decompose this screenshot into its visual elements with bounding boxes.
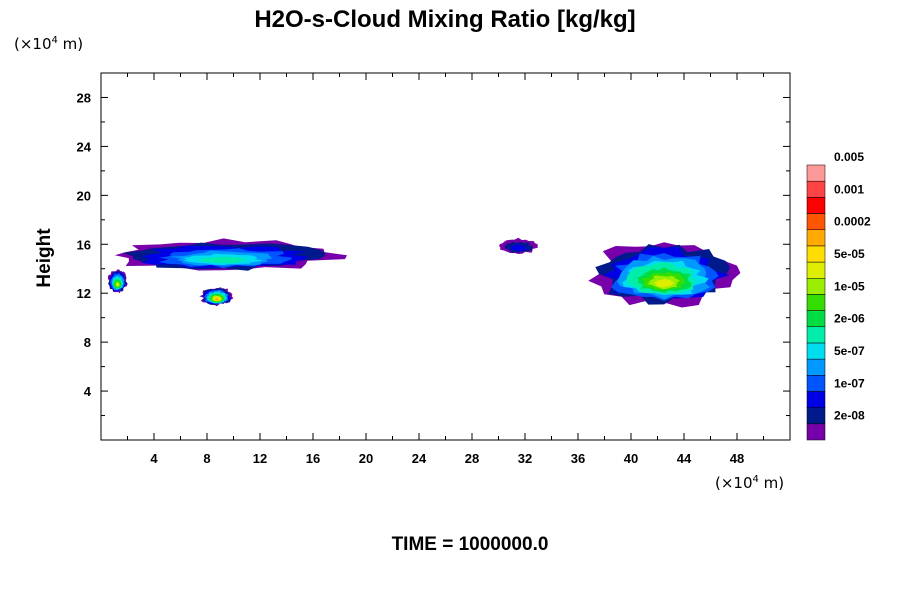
colorbar-label: 0.005 xyxy=(834,150,864,164)
y-tick-label: 20 xyxy=(77,188,91,203)
colorbar-swatch xyxy=(806,229,826,247)
colorbar-swatch xyxy=(806,342,826,360)
colorbar-label: 1e-05 xyxy=(834,279,865,293)
colorbar-swatch xyxy=(806,164,826,182)
colorbar-label: 1e-07 xyxy=(834,376,865,390)
colorbar-swatch xyxy=(806,294,826,311)
cloud-feature-cloud-layer-east xyxy=(588,242,741,308)
x-axis: 4 8 12 16 20 24 28 32 36 40 44 48 xyxy=(127,73,764,466)
x-tick-label: 48 xyxy=(730,451,744,466)
colorbar-label: 0.0002 xyxy=(834,215,871,229)
y-tick-label: 4 xyxy=(84,384,92,399)
x-tick-label: 36 xyxy=(571,451,585,466)
y-axis-title: Height xyxy=(34,228,55,288)
cloud-contour-level xyxy=(654,278,675,288)
y-unit-suffix: m) xyxy=(58,35,83,53)
cloud-contour-level xyxy=(510,244,527,252)
colorbar-swatch xyxy=(806,391,826,408)
x-tick-label: 20 xyxy=(359,451,373,466)
cloud-field xyxy=(107,237,741,308)
colorbar-label: 5e-05 xyxy=(834,247,865,261)
x-unit-prefix: (×10 xyxy=(715,474,753,492)
y-tick-label: 12 xyxy=(77,286,91,301)
colorbar-swatch xyxy=(806,375,826,392)
cloud-feature-lower-cloud-patch-mid xyxy=(199,287,234,307)
colorbar-swatch xyxy=(806,197,826,214)
colorbar-label: 2e-06 xyxy=(834,312,865,326)
y-unit-label: (×104 m) xyxy=(14,35,83,53)
y-axis: 4 8 12 16 20 24 28 xyxy=(77,90,790,417)
colorbar-swatch xyxy=(806,277,826,295)
cloud-feature-lower-cloud-patch-west xyxy=(107,269,128,294)
colorbar-swatch xyxy=(806,310,826,328)
chart-title: H2O-s-Cloud Mixing Ratio [kg/kg] xyxy=(254,6,635,33)
colorbar-label: 0.001 xyxy=(834,182,864,196)
y-tick-label: 16 xyxy=(77,237,91,252)
colorbar-swatch xyxy=(806,326,826,344)
x-unit-suffix: m) xyxy=(759,474,784,492)
colorbar-label: 5e-07 xyxy=(834,344,865,358)
cloud-contour-level xyxy=(215,298,219,301)
y-unit-exponent: 4 xyxy=(52,35,58,46)
x-unit-label: (×104 m) xyxy=(715,474,784,492)
cloud-contour-level xyxy=(198,256,248,264)
cloud-feature-cloud-patch-32 xyxy=(499,237,538,254)
x-tick-label: 32 xyxy=(518,451,532,466)
x-tick-label: 28 xyxy=(465,451,479,466)
colorbar-swatch xyxy=(806,423,826,441)
cloud-feature-upper-cloud-layer-west xyxy=(114,238,347,271)
colorbar-swatch xyxy=(806,261,826,279)
colorbar-legend: 2e-08 1e-07 5e-07 2e-06 1e-05 5e-05 0.0002 0.00… xyxy=(806,150,871,441)
colorbar-swatch xyxy=(806,358,826,376)
x-tick-label: 16 xyxy=(306,451,320,466)
y-tick-label: 8 xyxy=(84,335,91,350)
x-tick-label: 8 xyxy=(203,451,210,466)
time-footer: TIME = 1000000.0 xyxy=(392,534,549,555)
cloud-contour-level xyxy=(116,283,119,287)
y-tick-label: 28 xyxy=(77,90,91,105)
colorbar-swatch xyxy=(806,180,826,198)
colorbar-swatch xyxy=(806,213,826,230)
x-tick-label: 24 xyxy=(412,451,427,466)
colorbar-swatch xyxy=(806,245,826,263)
plot-area xyxy=(100,72,791,441)
x-tick-label: 40 xyxy=(624,451,638,466)
x-tick-label: 44 xyxy=(677,451,692,466)
x-unit-exponent: 4 xyxy=(753,474,759,485)
y-unit-prefix: (×10 xyxy=(14,35,52,53)
colorbar-label: 2e-08 xyxy=(834,409,865,423)
y-tick-label: 24 xyxy=(77,139,92,154)
colorbar-swatch xyxy=(806,407,826,425)
x-tick-label: 4 xyxy=(150,451,158,466)
x-tick-label: 12 xyxy=(253,451,267,466)
